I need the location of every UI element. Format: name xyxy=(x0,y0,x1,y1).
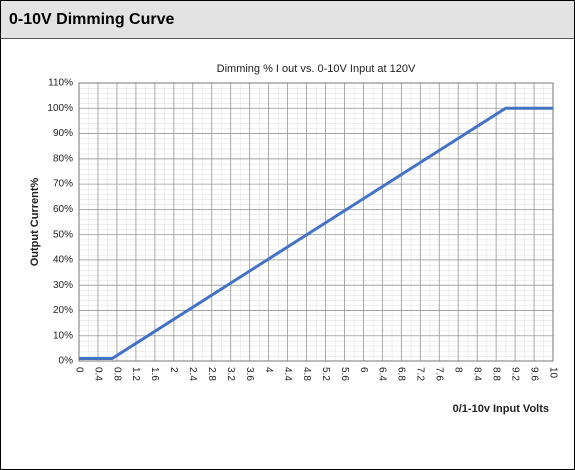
y-tick-label: 90% xyxy=(53,128,73,139)
x-tick-label: 0 xyxy=(73,367,84,373)
chart: Dimming % I out vs. 0-10V Input at 120V … xyxy=(29,63,558,415)
plot-border xyxy=(78,82,554,362)
y-tick-label: 20% xyxy=(53,305,73,316)
panel-title: 0-10V Dimming Curve xyxy=(1,1,574,39)
y-tick-label: 110% xyxy=(48,78,73,89)
x-tick-label: 1.2 xyxy=(130,367,141,381)
y-tick-label: 50% xyxy=(53,229,73,240)
x-tick-label: 2.4 xyxy=(187,367,198,381)
y-tick-label: 10% xyxy=(53,330,73,341)
x-tick-label: 4.8 xyxy=(301,367,312,381)
y-tick-label: 60% xyxy=(53,204,73,215)
x-tick-label: 5.2 xyxy=(320,367,331,381)
x-tick-label: 9.2 xyxy=(509,367,520,381)
y-tick-label: 40% xyxy=(53,255,73,266)
x-axis-label: 0/1-10v Input Volts xyxy=(453,403,549,415)
x-tick-label: 5.6 xyxy=(339,367,350,381)
y-axis-label: Output Current% xyxy=(29,177,41,266)
x-tick-label: 8.8 xyxy=(490,367,501,381)
x-tick-label: 7.6 xyxy=(434,367,445,381)
x-tick-label: 4 xyxy=(263,367,274,373)
x-tick-label: 1.6 xyxy=(149,367,160,381)
y-tick-label: 70% xyxy=(53,179,73,190)
x-tick-label: 6.8 xyxy=(396,367,407,381)
y-tick-label: 80% xyxy=(53,153,73,164)
x-tick-label: 0.4 xyxy=(92,367,103,381)
x-tick-label: 8 xyxy=(453,367,464,373)
x-tick-label: 9.6 xyxy=(528,367,539,381)
x-tick-label: 10 xyxy=(547,367,558,379)
y-tick-label: 30% xyxy=(53,280,73,291)
x-tick-label: 3.6 xyxy=(244,367,255,381)
x-tick-label: 8.4 xyxy=(472,367,483,381)
line xyxy=(79,106,553,360)
x-tick-label: 6.4 xyxy=(377,367,388,381)
y-tick-label: 100% xyxy=(47,103,73,114)
x-tick-label: 2 xyxy=(168,367,179,373)
chart-title: Dimming % I out vs. 0-10V Input at 120V xyxy=(217,63,416,75)
y-tick-label: 0% xyxy=(59,356,74,367)
x-tick-label: 7.2 xyxy=(415,367,426,381)
x-tick-label: 3.2 xyxy=(225,367,236,381)
x-tick-label: 2.8 xyxy=(206,367,217,381)
x-tick-label: 4.4 xyxy=(282,367,293,381)
x-tick-label: 6 xyxy=(358,367,369,373)
x-tick-label: 0.8 xyxy=(111,367,122,381)
